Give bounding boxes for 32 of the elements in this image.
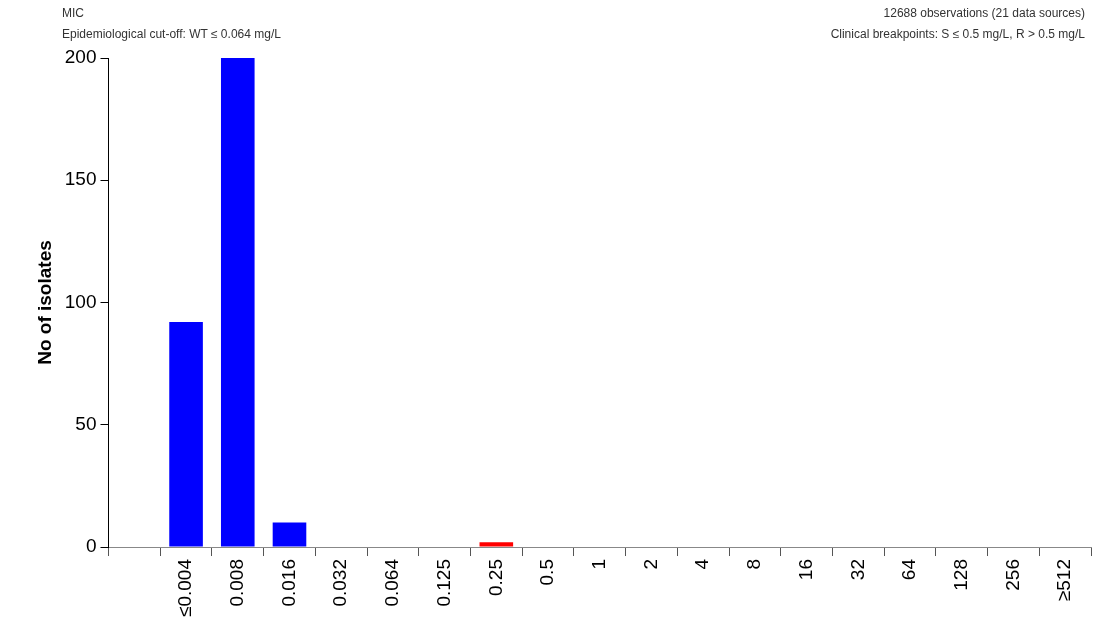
x-tick-label: 1 xyxy=(587,559,609,570)
text: MIC xyxy=(62,6,84,20)
x-tick-label: 0.064 xyxy=(381,558,403,607)
text: Epidemiological cut-off: WT ≤ 0.064 mg/L xyxy=(62,27,281,41)
x-tick-label: 16 xyxy=(794,559,816,581)
x-tick-label: ≤0.004 xyxy=(174,558,196,618)
y-tick-label: 100 xyxy=(64,290,97,312)
bar xyxy=(169,322,203,547)
x-tick-label: 0.5 xyxy=(536,559,558,586)
x-tick-label: 2 xyxy=(639,559,661,570)
x-tick-label: 0.25 xyxy=(484,559,506,597)
x-tick-label: 32 xyxy=(846,559,868,581)
y-tick-label: 150 xyxy=(64,168,97,190)
x-tick-label: 128 xyxy=(949,559,971,591)
x-tick-label: 64 xyxy=(898,558,920,581)
y-tick-label: 0 xyxy=(85,535,97,557)
text: 12688 observations (21 data sources) xyxy=(883,6,1085,20)
bar xyxy=(272,522,307,547)
bar xyxy=(220,58,255,547)
x-tick-label: 0.032 xyxy=(329,559,351,607)
x-tick-label: 0.008 xyxy=(226,559,248,607)
x-tick-label: 0.016 xyxy=(277,559,299,607)
y-tick-label: 50 xyxy=(75,413,97,434)
text: Clinical breakpoints: S ≤ 0.5 mg/L, R > 0.5 mg/L xyxy=(830,27,1085,41)
y-axis-title: No of isolates xyxy=(33,240,55,365)
x-tick-label: 8 xyxy=(743,559,765,570)
x-tick-label: ≥512 xyxy=(1053,559,1075,602)
x-tick-label: 0.125 xyxy=(432,559,454,607)
y-tick-label: 200 xyxy=(64,46,97,68)
bar xyxy=(479,542,514,547)
x-tick-label: 256 xyxy=(1001,559,1023,591)
x-tick-label: 4 xyxy=(691,558,713,570)
